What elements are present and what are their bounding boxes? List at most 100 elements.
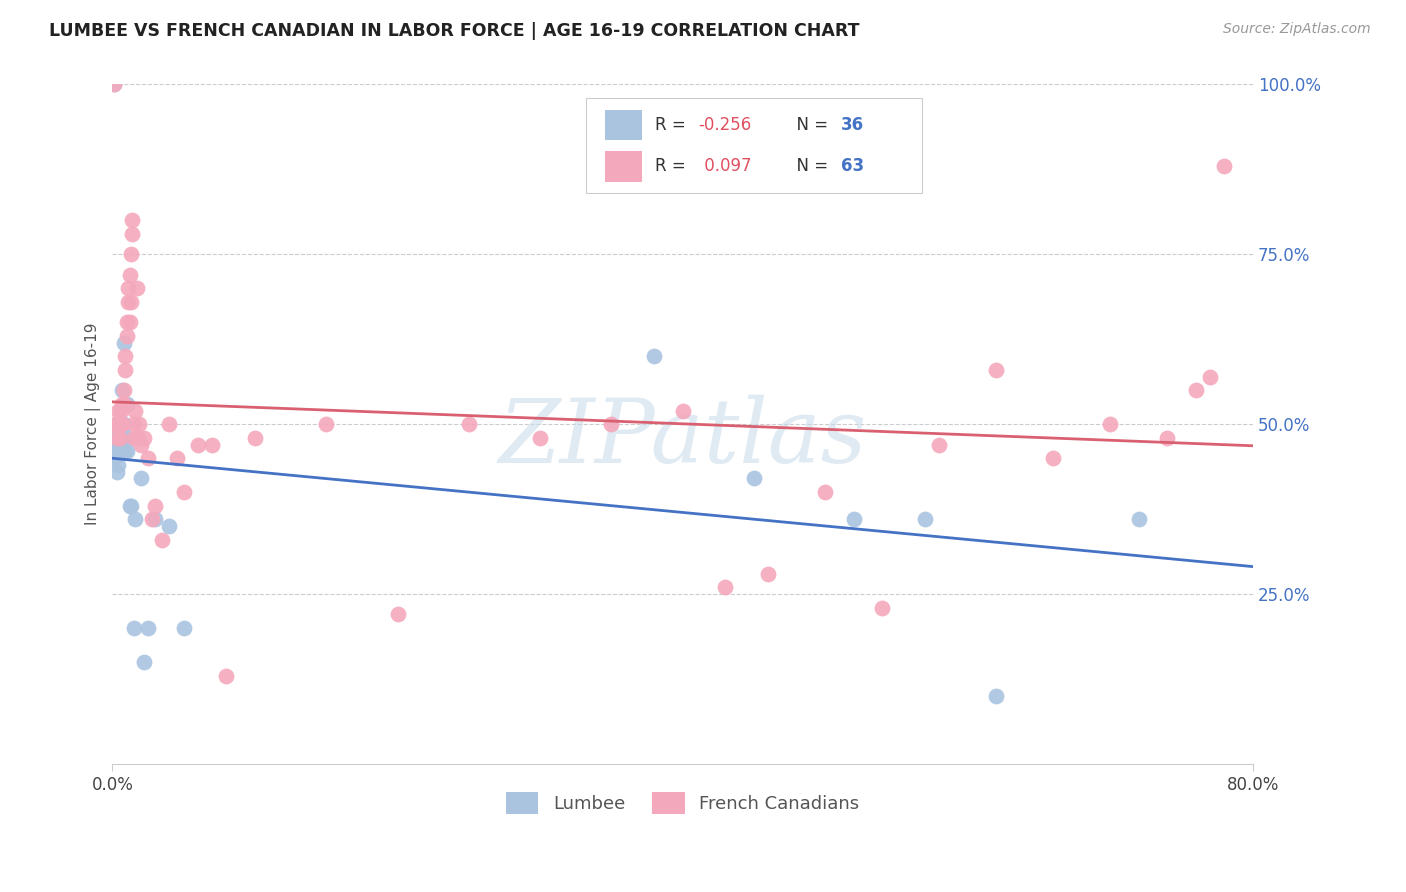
Text: Source: ZipAtlas.com: Source: ZipAtlas.com — [1223, 22, 1371, 37]
Point — [103, 78, 125, 92]
Text: LUMBEE VS FRENCH CANADIAN IN LABOR FORCE | AGE 16-19 CORRELATION CHART: LUMBEE VS FRENCH CANADIAN IN LABOR FORCE… — [49, 22, 859, 40]
Point — [143, 499, 166, 513]
Point — [112, 335, 135, 350]
Point — [215, 668, 238, 682]
Point — [870, 600, 893, 615]
Point — [105, 465, 128, 479]
Text: 0.097: 0.097 — [699, 157, 751, 176]
Point — [105, 431, 128, 445]
Point — [107, 417, 129, 431]
Point — [914, 512, 936, 526]
Point — [118, 315, 141, 329]
Point — [986, 689, 1008, 703]
Point — [108, 431, 131, 445]
FancyBboxPatch shape — [605, 151, 641, 182]
Point — [1042, 451, 1064, 466]
Point — [128, 417, 150, 431]
Point — [111, 417, 134, 431]
Point — [714, 580, 737, 594]
Point — [529, 431, 551, 445]
Point — [121, 213, 143, 227]
Point — [125, 281, 148, 295]
Point — [112, 417, 135, 431]
FancyBboxPatch shape — [605, 110, 641, 140]
Text: R =: R = — [655, 157, 692, 176]
Point — [1128, 512, 1150, 526]
Point — [118, 499, 141, 513]
Point — [110, 417, 132, 431]
Point — [124, 512, 146, 526]
Point — [187, 437, 209, 451]
Point — [166, 451, 188, 466]
Point — [104, 437, 127, 451]
Text: R =: R = — [655, 116, 692, 134]
Point — [104, 417, 127, 431]
Point — [120, 247, 142, 261]
Point — [121, 227, 143, 241]
Legend: Lumbee, French Canadians: Lumbee, French Canadians — [496, 782, 869, 822]
Point — [122, 431, 145, 445]
Point — [986, 363, 1008, 377]
Point — [129, 437, 152, 451]
Point — [173, 485, 195, 500]
Point — [132, 431, 155, 445]
Point — [814, 485, 837, 500]
Point — [104, 451, 127, 466]
Point — [387, 607, 409, 622]
Point — [742, 471, 765, 485]
Point — [105, 417, 128, 431]
Point — [672, 403, 695, 417]
Point — [132, 655, 155, 669]
Point — [117, 281, 139, 295]
Point — [122, 417, 145, 431]
Point — [115, 328, 138, 343]
Point — [201, 437, 224, 451]
Point — [108, 424, 131, 438]
Point — [457, 417, 479, 431]
Point — [107, 403, 129, 417]
Point — [124, 403, 146, 417]
Point — [114, 349, 136, 363]
Point — [110, 403, 132, 417]
Point — [105, 444, 128, 458]
Point — [643, 349, 665, 363]
Text: N =: N = — [786, 157, 834, 176]
Point — [1156, 431, 1178, 445]
Point — [107, 458, 129, 472]
Point — [243, 431, 266, 445]
Point — [111, 397, 134, 411]
Point — [1185, 383, 1208, 397]
Point — [129, 471, 152, 485]
Point — [117, 294, 139, 309]
FancyBboxPatch shape — [586, 98, 922, 194]
Point — [115, 397, 138, 411]
Point — [112, 397, 135, 411]
Text: 63: 63 — [841, 157, 865, 176]
Point — [141, 512, 163, 526]
Point — [108, 437, 131, 451]
Point — [120, 294, 142, 309]
Point — [1099, 417, 1122, 431]
Point — [110, 431, 132, 445]
Point — [1199, 369, 1222, 384]
Point — [159, 417, 181, 431]
Point — [315, 417, 337, 431]
Point — [115, 315, 138, 329]
Point — [756, 566, 779, 581]
Point — [108, 417, 131, 431]
Point — [136, 621, 159, 635]
Point — [120, 499, 142, 513]
Point — [159, 519, 181, 533]
Point — [600, 417, 623, 431]
Text: N =: N = — [786, 116, 834, 134]
Point — [115, 444, 138, 458]
Y-axis label: In Labor Force | Age 16-19: In Labor Force | Age 16-19 — [86, 323, 101, 525]
Text: ZIPatlas: ZIPatlas — [499, 394, 868, 481]
Point — [114, 363, 136, 377]
Point — [173, 621, 195, 635]
Point — [107, 417, 129, 431]
Point — [114, 444, 136, 458]
Point — [143, 512, 166, 526]
Point — [1213, 159, 1236, 173]
Point — [112, 383, 135, 397]
